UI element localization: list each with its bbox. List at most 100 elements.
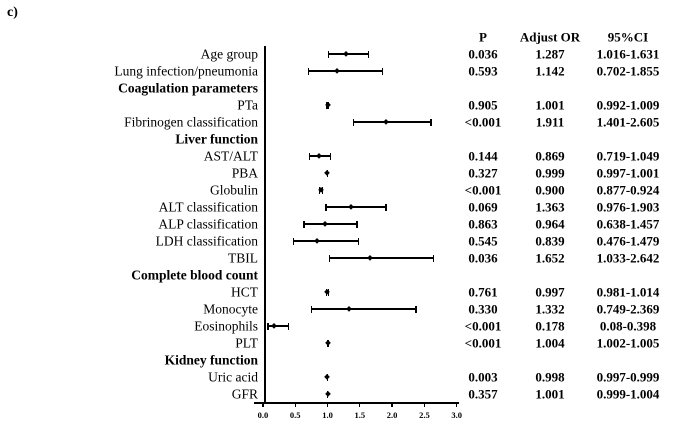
p-value: 0.330 — [468, 301, 498, 317]
adjust-or-value: 1.142 — [535, 63, 565, 79]
ci-value: 0.08-0.398 — [599, 318, 657, 334]
ci-cap-right — [415, 305, 417, 313]
column-header-95ci: 95%CI — [607, 29, 649, 45]
adjust-or-value: 1.911 — [535, 114, 565, 130]
row-label: Uric acid — [208, 369, 258, 385]
ci-cap-left — [303, 220, 305, 228]
row-label: AST/ALT — [203, 148, 258, 164]
ci-value: 0.997-1.001 — [596, 165, 660, 181]
x-axis-tick — [359, 402, 361, 407]
adjust-or-value: 1.652 — [535, 250, 565, 266]
panel-label: c) — [7, 5, 18, 20]
adjust-or-value: 0.997 — [535, 284, 565, 300]
or-marker — [324, 374, 331, 380]
ci-value: 0.976-1.903 — [596, 199, 660, 215]
ci-value: 1.033-2.642 — [596, 250, 660, 266]
row-label: ALT classification — [158, 199, 258, 215]
row-label: LDH classification — [155, 233, 258, 249]
ci-cap-right — [385, 203, 387, 211]
x-axis-tick-label: 2.5 — [419, 410, 430, 420]
ci-cap-left — [327, 50, 330, 58]
adjust-or-value: 1.004 — [535, 335, 565, 351]
adjust-or-value: 0.964 — [535, 216, 565, 232]
ci-value: 0.999-1.004 — [596, 386, 660, 402]
or-marker — [324, 289, 331, 295]
ci-cap-left — [307, 67, 309, 75]
x-axis-tick-label: 3.0 — [451, 410, 462, 420]
adjust-or-value: 0.178 — [535, 318, 565, 334]
ci-cap-left — [328, 254, 331, 262]
ci-cap-right — [287, 322, 290, 330]
p-value: <0.001 — [464, 318, 502, 334]
or-marker — [347, 204, 354, 210]
ci-cap-right — [357, 237, 360, 245]
ci-bar — [353, 121, 432, 123]
or-marker — [271, 323, 278, 329]
ci-cap-right — [382, 67, 384, 75]
or-marker — [324, 391, 331, 397]
ci-bar — [293, 240, 359, 242]
ci-cap-right — [329, 152, 332, 160]
column-header-p: P — [479, 29, 487, 45]
ci-value: 1.401-2.605 — [596, 114, 660, 130]
column-header-adjust-or: Adjust OR — [519, 29, 581, 45]
or-marker — [324, 170, 331, 176]
or-marker — [314, 238, 321, 244]
row-label: Lung infection/pneumonia — [114, 63, 258, 79]
p-value: 0.036 — [468, 46, 498, 62]
x-axis-tick-label: 0.5 — [289, 410, 301, 420]
or-marker — [324, 340, 331, 346]
ci-cap-left — [292, 237, 295, 245]
ci-bar — [308, 70, 383, 72]
ci-cap-left — [267, 322, 269, 330]
p-value: 0.003 — [468, 369, 498, 385]
x-axis-line — [254, 402, 459, 404]
adjust-or-value: 1.332 — [535, 301, 565, 317]
row-label: HCT — [231, 284, 258, 300]
section-label: Kidney function — [164, 352, 258, 368]
x-axis-tick — [456, 402, 458, 407]
ci-value: 0.997-0.999 — [596, 369, 660, 385]
p-value: 0.036 — [468, 250, 498, 266]
x-axis-tick-label: 1.0 — [322, 410, 333, 420]
ci-cap-left — [352, 118, 355, 126]
section-label: Coagulation parameters — [118, 80, 258, 96]
p-value: 0.905 — [468, 97, 498, 113]
or-marker — [383, 119, 390, 125]
x-axis-tick — [262, 402, 264, 407]
ci-value: 0.749-2.369 — [596, 301, 660, 317]
ci-bar — [325, 206, 386, 208]
y-axis-line — [264, 46, 266, 403]
p-value: 0.545 — [468, 233, 498, 249]
adjust-or-value: 0.998 — [535, 369, 565, 385]
p-value: <0.001 — [464, 182, 502, 198]
row-label: PTa — [237, 97, 258, 113]
p-value: 0.144 — [468, 148, 498, 164]
x-axis-tick — [294, 402, 296, 407]
adjust-or-value: 0.869 — [535, 148, 565, 164]
p-value: <0.001 — [464, 114, 502, 130]
row-label: Age group — [200, 46, 258, 62]
p-value: 0.357 — [468, 386, 498, 402]
ci-bar — [311, 308, 416, 310]
ci-bar — [268, 325, 289, 327]
ci-value: 0.476-1.479 — [596, 233, 660, 249]
adjust-or-value: 1.001 — [535, 386, 565, 402]
section-label: Liver function — [175, 131, 258, 147]
p-value: 0.761 — [468, 284, 498, 300]
x-axis-tick-label: 0.0 — [257, 410, 269, 420]
x-axis-tick — [391, 402, 393, 407]
row-label: PLT — [235, 335, 258, 351]
row-label: Fibrinogen classification — [124, 114, 258, 130]
ci-bar — [304, 223, 358, 225]
row-label: GFR — [231, 386, 258, 402]
ci-value: 0.702-1.855 — [596, 63, 660, 79]
row-label: PBA — [231, 165, 258, 181]
or-marker — [333, 68, 340, 74]
or-marker — [316, 153, 322, 159]
section-label: Complete blood count — [131, 267, 258, 283]
or-marker — [345, 306, 352, 312]
x-axis-tick — [423, 402, 426, 407]
or-marker — [343, 51, 349, 57]
